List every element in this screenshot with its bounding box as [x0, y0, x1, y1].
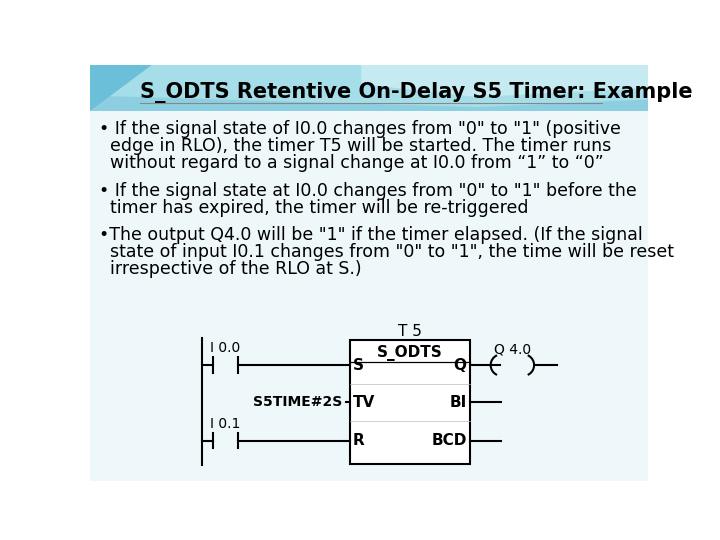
Text: irrespective of the RLO at S.): irrespective of the RLO at S.)	[99, 260, 362, 279]
Text: •The output Q4.0 will be "1" if the timer elapsed. (If the signal: •The output Q4.0 will be "1" if the time…	[99, 226, 643, 245]
Text: R: R	[353, 433, 364, 448]
Polygon shape	[361, 65, 648, 97]
Text: Q 4.0: Q 4.0	[494, 343, 531, 357]
Text: BI: BI	[449, 395, 467, 409]
Polygon shape	[90, 65, 152, 111]
Text: state of input I0.1 changes from "0" to "1", the time will be reset: state of input I0.1 changes from "0" to …	[99, 244, 675, 261]
Polygon shape	[90, 65, 648, 107]
Bar	[90, 65, 648, 111]
Text: • If the signal state at I0.0 changes from "0" to "1" before the: • If the signal state at I0.0 changes fr…	[99, 182, 637, 200]
Text: S_ODTS: S_ODTS	[377, 345, 443, 361]
Text: edge in RLO), the timer T5 will be started. The timer runs: edge in RLO), the timer T5 will be start…	[99, 137, 611, 155]
Text: Q: Q	[454, 357, 467, 373]
Text: S: S	[353, 357, 364, 373]
Text: BCD: BCD	[431, 433, 467, 448]
Text: I 0.1: I 0.1	[210, 417, 240, 430]
Text: I 0.0: I 0.0	[210, 341, 240, 355]
Text: S_ODTS Retentive On-Delay S5 Timer: Example: S_ODTS Retentive On-Delay S5 Timer: Exam…	[140, 82, 693, 103]
Text: TV: TV	[353, 395, 375, 409]
Text: • If the signal state of I0.0 changes from "0" to "1" (positive: • If the signal state of I0.0 changes fr…	[99, 120, 621, 138]
Bar	[90, 111, 648, 481]
Bar	[350, 340, 469, 464]
Text: T 5: T 5	[397, 323, 422, 339]
Text: without regard to a signal change at I0.0 from “1” to “0”: without regard to a signal change at I0.…	[99, 154, 604, 172]
Text: S5TIME#2S: S5TIME#2S	[253, 395, 342, 409]
Text: timer has expired, the timer will be re-triggered: timer has expired, the timer will be re-…	[99, 199, 528, 217]
